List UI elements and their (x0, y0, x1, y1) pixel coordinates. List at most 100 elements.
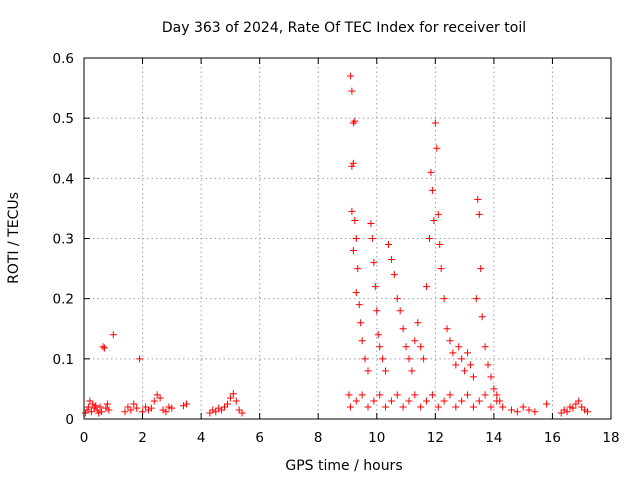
data-point (182, 400, 190, 408)
data-points (81, 72, 592, 417)
data-point (466, 361, 474, 369)
y-tick-label: 0.5 (53, 111, 74, 127)
data-point (411, 391, 419, 399)
data-point (390, 271, 398, 279)
data-point (411, 337, 419, 345)
data-point (478, 313, 486, 321)
data-point (560, 406, 568, 414)
data-point (103, 400, 111, 408)
data-point (367, 219, 375, 227)
data-point (348, 207, 356, 215)
data-point (355, 301, 363, 309)
data-point (238, 409, 246, 417)
data-point (354, 265, 362, 273)
data-point (578, 403, 586, 411)
data-point (572, 400, 580, 408)
data-point (525, 406, 533, 414)
data-point (566, 403, 574, 411)
data-point (584, 408, 592, 416)
data-point (423, 283, 431, 291)
data-point (348, 162, 356, 170)
data-point (98, 408, 106, 416)
data-point (499, 403, 507, 411)
data-point (417, 343, 425, 351)
data-point (371, 283, 379, 291)
y-tick-label: 0.6 (53, 51, 74, 67)
data-point (405, 355, 413, 363)
data-point (384, 241, 392, 249)
data-point (212, 408, 220, 416)
y-tick-label: 0.4 (53, 171, 74, 187)
data-point (425, 235, 433, 242)
data-point (235, 406, 243, 414)
chart-title: Day 363 of 2024, Rate Of TEC Index for r… (162, 20, 526, 36)
data-point (368, 235, 376, 242)
data-point (434, 210, 442, 218)
data-point (351, 117, 359, 125)
data-point (364, 367, 372, 375)
data-point (162, 408, 170, 416)
data-point (144, 406, 152, 414)
data-point (431, 119, 439, 127)
data-point (218, 406, 226, 414)
data-point (557, 409, 565, 417)
data-point (393, 391, 401, 399)
data-point (215, 404, 223, 412)
data-point (352, 289, 360, 297)
x-tick-label: 18 (602, 430, 619, 446)
data-point (349, 247, 357, 255)
data-point (209, 406, 217, 414)
data-point (351, 216, 359, 224)
data-point (563, 408, 571, 416)
data-point (357, 319, 365, 327)
data-point (223, 400, 231, 408)
data-point (346, 72, 354, 80)
data-point (89, 400, 97, 408)
data-point (136, 355, 144, 363)
y-tick-label: 0.1 (53, 352, 74, 368)
data-point (352, 397, 360, 405)
data-point (361, 355, 369, 363)
data-point (130, 400, 138, 408)
data-point (469, 373, 477, 381)
plot-frame (83, 57, 612, 420)
x-tick-label: 6 (255, 430, 264, 446)
data-point (229, 390, 237, 398)
data-point (121, 408, 129, 416)
data-point (364, 403, 372, 411)
data-point (428, 186, 436, 194)
data-point (349, 159, 357, 167)
y-tick-label: 0.3 (53, 232, 74, 248)
data-point (348, 87, 356, 95)
data-point (487, 403, 495, 411)
data-point (376, 391, 384, 399)
data-point (147, 404, 155, 412)
data-point (420, 355, 428, 363)
data-point (96, 403, 104, 411)
data-point (437, 265, 445, 273)
x-tick-label: 14 (485, 430, 502, 446)
data-point (345, 391, 353, 399)
data-point (452, 361, 460, 369)
data-point (402, 343, 410, 351)
data-point (150, 397, 158, 405)
data-point (399, 403, 407, 411)
data-point (81, 409, 89, 417)
data-point (446, 391, 454, 399)
data-point (490, 385, 498, 393)
data-point (543, 400, 551, 408)
data-point (581, 406, 589, 414)
data-point (428, 391, 436, 399)
data-point (206, 409, 214, 417)
x-tick-label: 16 (544, 430, 561, 446)
data-point (226, 394, 234, 402)
data-point (387, 397, 395, 405)
data-point (475, 210, 483, 218)
x-tick-label: 2 (138, 430, 147, 446)
data-point (387, 256, 395, 264)
data-point (469, 403, 477, 411)
x-tick-label: 12 (427, 430, 444, 446)
data-point (374, 331, 382, 339)
data-point (349, 119, 357, 127)
